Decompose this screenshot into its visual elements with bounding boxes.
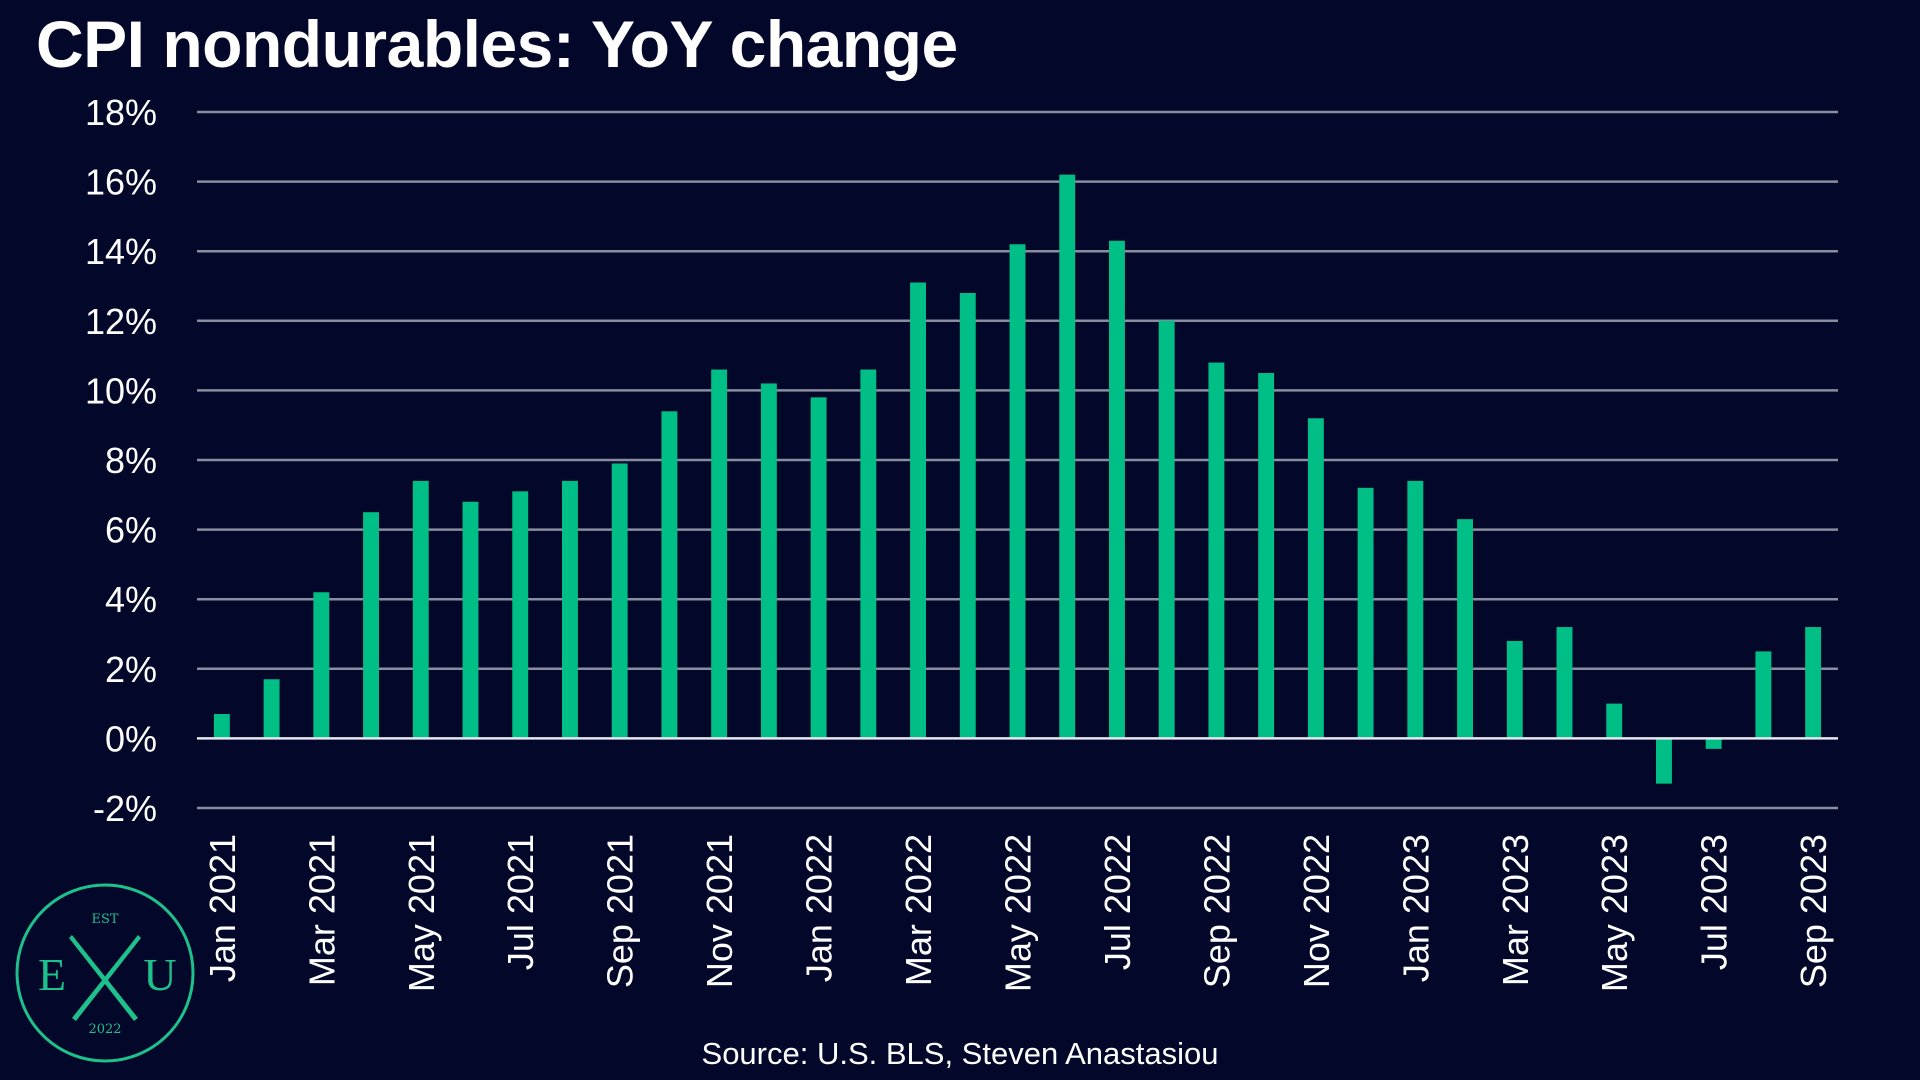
y-tick-label: 16% bbox=[85, 162, 157, 203]
bar bbox=[1357, 487, 1374, 739]
bar bbox=[1009, 244, 1026, 739]
bar bbox=[1506, 640, 1523, 739]
logo-letter-left: E bbox=[38, 949, 66, 1000]
bar bbox=[213, 714, 230, 739]
y-tick-label: 6% bbox=[105, 510, 157, 551]
bar bbox=[1705, 738, 1722, 749]
bar bbox=[1755, 651, 1772, 739]
x-tick-label: Sep 2022 bbox=[1196, 834, 1237, 988]
bars bbox=[213, 174, 1822, 784]
x-tick-label: Nov 2021 bbox=[699, 834, 740, 988]
bar bbox=[1606, 703, 1623, 739]
chart-title: CPI nondurables: YoY change bbox=[36, 7, 958, 81]
x-tick-label: May 2021 bbox=[401, 834, 442, 992]
bar bbox=[412, 480, 429, 739]
y-tick-label: -2% bbox=[93, 788, 157, 829]
logo-year-text: 2022 bbox=[88, 1022, 121, 1037]
bar bbox=[1556, 627, 1573, 739]
x-tick-label: Jan 2021 bbox=[202, 834, 243, 982]
bar bbox=[959, 292, 976, 739]
y-axis-tick-labels: -2% 0% 2% 4% 6% 8% 10% 12% 14% 16% 18% bbox=[85, 92, 157, 829]
bar bbox=[611, 463, 628, 739]
bar bbox=[462, 501, 479, 739]
bar bbox=[1208, 362, 1225, 739]
logo-crossed-blades-icon bbox=[69, 935, 141, 1021]
logo-est-text: EST bbox=[91, 912, 118, 927]
y-tick-label: 8% bbox=[105, 440, 157, 481]
bar bbox=[860, 369, 877, 739]
source-note: Source: U.S. BLS, Steven Anastasiou bbox=[701, 1036, 1219, 1071]
bar bbox=[313, 592, 330, 739]
y-tick-label: 12% bbox=[85, 301, 157, 342]
x-tick-label: Jul 2022 bbox=[1097, 834, 1138, 970]
bar bbox=[661, 411, 678, 739]
logo-ring bbox=[15, 883, 195, 1063]
bar bbox=[760, 383, 777, 739]
bar bbox=[561, 480, 578, 739]
x-tick-label: Jul 2021 bbox=[500, 834, 541, 970]
x-tick-label: Jan 2023 bbox=[1395, 834, 1436, 982]
x-tick-label: Sep 2021 bbox=[600, 834, 641, 988]
bar bbox=[1108, 240, 1125, 739]
bar bbox=[263, 679, 280, 739]
bar bbox=[1457, 519, 1474, 739]
bar bbox=[1307, 418, 1324, 739]
bar bbox=[363, 512, 380, 739]
bar bbox=[1059, 174, 1076, 739]
bar bbox=[810, 397, 827, 739]
x-tick-label: Sep 2023 bbox=[1793, 834, 1834, 988]
x-tick-label: Mar 2022 bbox=[898, 834, 939, 986]
y-tick-label: 14% bbox=[85, 231, 157, 272]
bar bbox=[512, 491, 529, 739]
y-tick-label: 0% bbox=[105, 718, 157, 759]
x-tick-label: Nov 2022 bbox=[1296, 834, 1337, 988]
x-tick-label: Mar 2023 bbox=[1495, 834, 1536, 986]
bar bbox=[1258, 373, 1275, 739]
bar bbox=[1407, 480, 1424, 739]
x-axis-tick-labels: Jan 2021 Mar 2021 May 2021 Jul 2021 Sep 2021… bbox=[202, 834, 1834, 992]
exu-logo: EST E U 2022 bbox=[15, 883, 195, 1063]
x-tick-label: Jan 2022 bbox=[799, 834, 840, 982]
y-tick-label: 2% bbox=[105, 649, 157, 690]
bar bbox=[711, 369, 728, 739]
y-tick-label: 4% bbox=[105, 579, 157, 620]
x-tick-label: Mar 2021 bbox=[301, 834, 342, 986]
bar bbox=[1805, 627, 1822, 739]
bar bbox=[1158, 320, 1175, 739]
y-tick-label: 18% bbox=[85, 92, 157, 133]
bar bbox=[910, 282, 927, 739]
bar bbox=[1655, 738, 1672, 784]
x-tick-label: May 2022 bbox=[998, 834, 1039, 992]
y-tick-label: 10% bbox=[85, 370, 157, 411]
x-tick-label: May 2023 bbox=[1594, 834, 1635, 992]
x-tick-label: Jul 2023 bbox=[1694, 834, 1735, 970]
logo-letter-right: U bbox=[143, 949, 176, 1000]
